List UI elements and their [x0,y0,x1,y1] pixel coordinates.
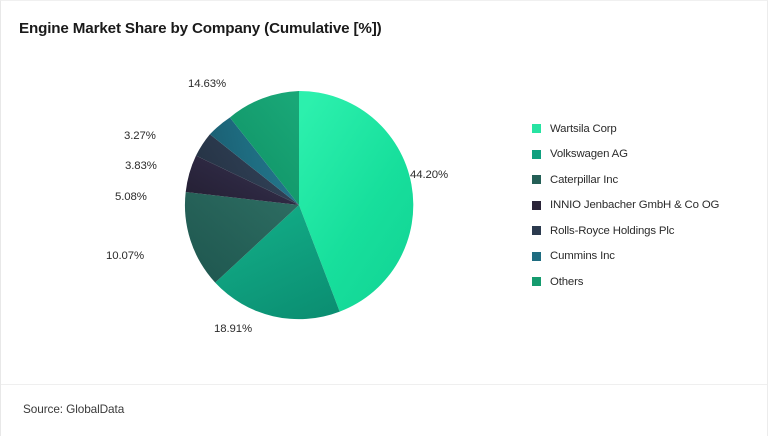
legend-swatch-icon [532,200,541,210]
footer-divider [1,384,767,385]
legend-item-wartsila-corp[interactable]: Wartsila Corp [532,116,757,142]
legend-item-label: Caterpillar Inc [550,173,619,186]
legend-item-label: Rolls-Royce Holdings Plc [550,224,675,237]
pie-slice-volkswagen [215,205,340,320]
legend-item-label: Volkswagen AG [550,148,628,161]
pie-slice-wartsila [299,90,414,312]
pie-slice-rolls-royce [196,134,299,205]
data-label-rolls-royce: 3.83% [125,160,157,172]
legend-item-label: Cummins Inc [550,250,615,263]
legend-swatch-icon [532,149,541,159]
source-note: Source: GlobalData [23,402,125,416]
data-label-innio: 5.08% [115,191,147,203]
pie-slice-others [229,91,299,205]
page-title: Engine Market Share by Company (Cumulati… [19,20,382,37]
legend-item-others[interactable]: Others [532,269,757,295]
legend-item-label: INNIO Jenbacher GmbH & Co OG [550,199,720,212]
legend-item-caterpillar-inc[interactable]: Caterpillar Inc [532,167,757,193]
legend-swatch-icon [532,124,541,134]
legend-item-label: Wartsila Corp [550,122,617,135]
pie-chart: 44.20% 18.91% 10.07% 5.08% 3.83% 3.27% 1… [106,78,448,335]
legend-swatch-icon [532,251,541,261]
legend: Wartsila Corp Volkswagen AG Caterpillar … [532,116,757,295]
legend-swatch-icon [532,277,541,287]
legend-swatch-icon [532,175,541,185]
legend-item-cummins-inc[interactable]: Cummins Inc [532,244,757,270]
data-label-wartsila: 44.20% [410,169,449,181]
legend-item-innio-jenbacher[interactable]: INNIO Jenbacher GmbH & Co OG [532,193,757,219]
data-label-caterpillar: 10.07% [106,250,145,262]
pie-slice-cummins [209,117,299,205]
legend-item-volkswagen-ag[interactable]: Volkswagen AG [532,142,757,168]
pie-slice-caterpillar [184,192,299,283]
data-label-cummins: 3.27% [124,130,156,142]
data-label-others: 14.63% [188,78,227,90]
legend-swatch-icon [532,226,541,236]
data-label-volkswagen: 18.91% [214,323,253,335]
pie-slice-innio [185,155,299,205]
legend-item-label: Others [550,275,584,288]
pie-chart-svg [184,90,414,320]
legend-item-rolls-royce-holdings-plc[interactable]: Rolls-Royce Holdings Plc [532,218,757,244]
